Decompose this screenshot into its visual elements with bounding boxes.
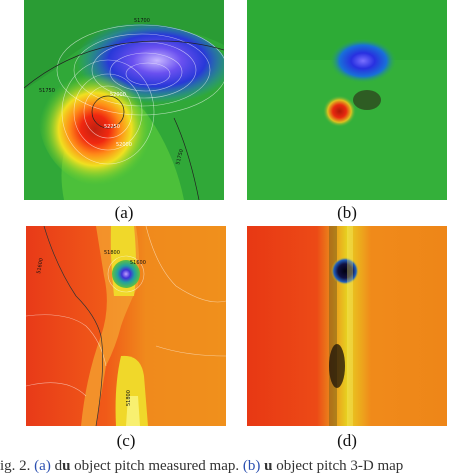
panel-a-contour-map: 51700 51750 52000 52250 52000 51750 (24, 0, 224, 200)
panel-b-3d-map (247, 0, 447, 200)
contour-label: 51800 (104, 250, 120, 256)
contour-label: 51750 (175, 149, 185, 166)
caption-bold-b: u (264, 458, 273, 474)
figure-caption: ig. 2. (a) du object pitch measured map.… (0, 457, 474, 475)
contour-label: 51700 (134, 18, 150, 24)
panel-c-contour-map: 51600 51800 51600 51800 (26, 226, 226, 426)
contour-label: 51600 (130, 260, 146, 266)
caption-prefix: ig. 2. (0, 458, 31, 474)
caption-text-b: object pitch 3-D map (272, 458, 404, 474)
contour-label: 52000 (110, 92, 126, 98)
panel-a-label: (a) (114, 203, 134, 222)
caption-text-a2: object pitch measured map. (70, 458, 240, 474)
panel-d-3d-map (247, 226, 447, 426)
contour-label: 51600 (36, 258, 45, 275)
contour-label: 51750 (39, 88, 55, 94)
contour-label: 52000 (116, 142, 132, 148)
caption-bold-a: u (62, 458, 71, 474)
panel-d-label: (d) (337, 431, 357, 450)
caption-ref-a[interactable]: (a) (34, 458, 51, 474)
panel-b-label: (b) (337, 203, 357, 222)
panel-c-label: (c) (116, 431, 136, 450)
caption-text-a: d (54, 458, 63, 474)
contour-label: 51800 (126, 390, 132, 406)
contour-label: 52250 (104, 124, 120, 130)
caption-ref-b[interactable]: (b) (242, 458, 261, 474)
